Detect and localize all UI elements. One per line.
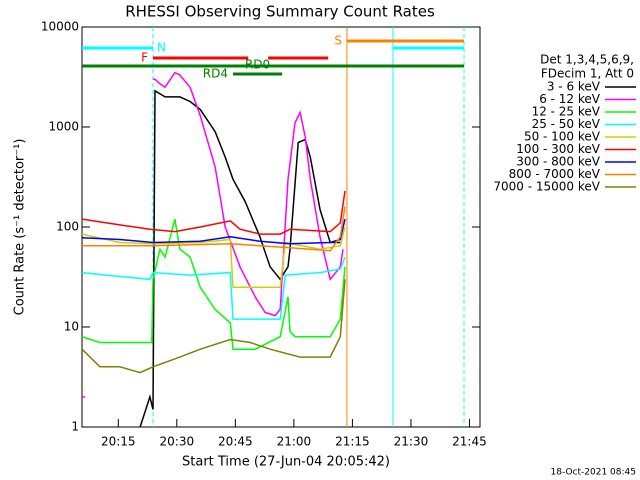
legend-label: 300 - 800 keV [516, 155, 600, 169]
y-tick-label: 1000 [48, 120, 79, 134]
series-line [81, 190, 346, 235]
x-tick-label: 21:15 [335, 435, 370, 449]
footer: 18-Oct-2021 08:45 [551, 468, 636, 478]
flag-label: RD0 [245, 58, 270, 72]
series-line [81, 226, 346, 288]
y-axis-label: Count Rate (s⁻¹ detector⁻¹) [13, 139, 28, 316]
y-tick-label: 1 [71, 420, 79, 434]
legend-label: 25 - 50 keV [532, 117, 601, 131]
series-line [81, 279, 346, 374]
legend-label: 800 - 7000 keV [509, 167, 601, 181]
series-line [81, 218, 346, 245]
chart-title: RHESSI Observing Summary Count Rates [125, 3, 435, 21]
x-tick-label: 21:30 [394, 435, 429, 449]
series-line [139, 89, 341, 428]
legend-label: 12 - 25 keV [532, 105, 601, 119]
flag-label: F [141, 51, 148, 65]
x-tick-label: 20:45 [218, 435, 253, 449]
legend-title: Det 1,3,4,5,6,9, [540, 53, 634, 67]
y-tick-label: 10 [64, 320, 79, 334]
y-tick-label: 100 [56, 220, 79, 234]
x-tick-label: 20:30 [160, 435, 195, 449]
series-line [82, 206, 346, 252]
legend-title: FDecim 1, Att 0 [541, 67, 634, 81]
series-line [81, 256, 346, 320]
legend-label: 3 - 6 keV [547, 80, 601, 94]
x-tick-label: 21:45 [452, 435, 487, 449]
series-line [81, 218, 346, 350]
flag-label: S [334, 34, 342, 48]
flag-label: N [157, 41, 166, 55]
legend-label: 100 - 300 keV [516, 142, 600, 156]
x-tick-label: 20:15 [101, 435, 136, 449]
legend-label: 50 - 100 keV [524, 130, 601, 144]
plot-frame [81, 26, 481, 428]
series-line [82, 71, 344, 398]
x-tick-label: 21:00 [277, 435, 312, 449]
y-tick-label: 10000 [41, 20, 79, 34]
legend-label: 7000 - 15000 keV [493, 180, 600, 194]
x-axis-label: Start Time (27-Jun-04 20:05:42) [182, 455, 390, 470]
flag-label: RD4 [203, 67, 228, 81]
legend-label: 6 - 12 keV [539, 92, 601, 106]
